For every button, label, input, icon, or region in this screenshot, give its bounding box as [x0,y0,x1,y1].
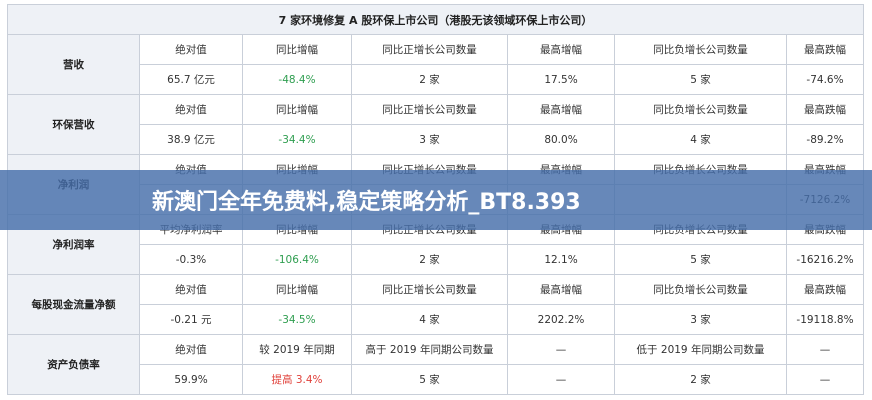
header-cell: 绝对值 [139,274,243,305]
value-cell: 80.0% [507,124,615,155]
value-cell: 65.7 亿元 [139,64,243,95]
value-cell: -34.4% [242,124,352,155]
value-cell: 5 家 [614,64,787,95]
header-cell: 同比正增长公司数量 [351,94,508,125]
header-cell: 同比增幅 [242,274,352,305]
value-cell: -74.6% [786,64,864,95]
header-cell: 同比负增长公司数量 [614,34,787,65]
value-cell: -0.21 元 [139,304,243,335]
header-cell: 同比增幅 [242,94,352,125]
value-cell: 4 家 [614,124,787,155]
header-cell: 绝对值 [139,334,243,365]
header-cell: 最高增幅 [507,94,615,125]
header-cell: 最高跌幅 [786,274,864,305]
value-cell: 2 家 [351,244,508,275]
header-cell: 同比负增长公司数量 [614,274,787,305]
header-cell: 同比正增长公司数量 [351,34,508,65]
value-cell: -48.4% [242,64,352,95]
value-cell: 2 家 [351,64,508,95]
row-label: 资产负债率 [7,334,140,395]
banner: 新澳门全年免费料,稳定策略分析_BT8.393 [0,170,872,230]
table-title: 7 家环境修复 A 股环保上市公司（港股无该领域环保上市公司） [7,4,864,35]
header-cell: 最高跌幅 [786,94,864,125]
value-cell: 2 家 [614,364,787,395]
value-cell: 3 家 [614,304,787,335]
value-cell: 2202.2% [507,304,615,335]
row-label: 每股现金流量净额 [7,274,140,335]
value-cell: 5 家 [614,244,787,275]
header-cell: 最高增幅 [507,274,615,305]
header-cell: 高于 2019 年同期公司数量 [351,334,508,365]
row-label: 营收 [7,34,140,95]
value-cell: 17.5% [507,64,615,95]
value-cell: 3 家 [351,124,508,155]
header-cell: 绝对值 [139,34,243,65]
row-label: 环保营收 [7,94,140,155]
header-cell: — [786,334,864,365]
value-cell: 38.9 亿元 [139,124,243,155]
value-cell: — [786,364,864,395]
value-cell: -16216.2% [786,244,864,275]
header-cell: 同比负增长公司数量 [614,94,787,125]
header-cell: 较 2019 年同期 [242,334,352,365]
value-cell: 12.1% [507,244,615,275]
header-cell: 同比增幅 [242,34,352,65]
value-cell: -89.2% [786,124,864,155]
value-cell: 59.9% [139,364,243,395]
header-cell: 最高增幅 [507,34,615,65]
header-cell: 低于 2019 年同期公司数量 [614,334,787,365]
value-cell: 4 家 [351,304,508,335]
value-cell: -106.4% [242,244,352,275]
value-cell: 5 家 [351,364,508,395]
value-cell: — [507,364,615,395]
value-cell: -19118.8% [786,304,864,335]
value-cell: -0.3% [139,244,243,275]
header-cell: 同比正增长公司数量 [351,274,508,305]
header-cell: — [507,334,615,365]
header-cell: 最高跌幅 [786,34,864,65]
value-cell: 提高 3.4% [242,364,352,395]
header-cell: 绝对值 [139,94,243,125]
value-cell: -34.5% [242,304,352,335]
